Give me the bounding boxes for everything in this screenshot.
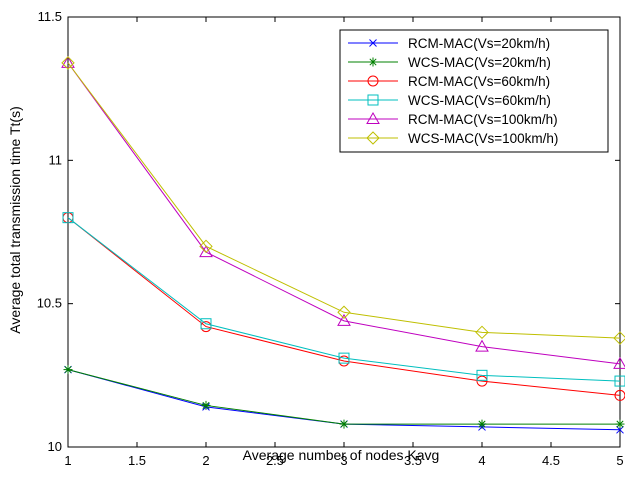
legend: RCM-MAC(Vs=20km/h) WCS-MAC(Vs=20km/h) RCM-… — [339, 29, 609, 153]
legend-label-5: WCS-MAC(Vs=100km/h) — [408, 131, 558, 146]
x-axis-title: Average number of nodes Kavg — [243, 447, 440, 463]
x-tick-label-0: 1 — [64, 453, 71, 468]
series-1-point-1-d2 — [202, 401, 210, 409]
series-1-point-3-d2 — [478, 420, 486, 428]
legend-label-4: RCM-MAC(Vs=100km/h) — [408, 112, 558, 127]
series-5-point-2 — [337, 305, 351, 319]
series-1-point-0-d2 — [64, 366, 72, 374]
series-4-point-0 — [61, 55, 75, 68]
series-1-point-4-d2 — [616, 420, 624, 428]
legend-label-2: RCM-MAC(Vs=60km/h) — [408, 74, 550, 89]
legend-label-0: RCM-MAC(Vs=20km/h) — [408, 36, 550, 51]
legend-marker-5 — [366, 131, 380, 145]
x-tick-label-7: 4.5 — [542, 453, 560, 468]
x-tick-label-4: 3 — [340, 453, 347, 468]
legend-marker-1 — [368, 57, 378, 67]
x-tick-label-8: 5 — [616, 453, 623, 468]
x-tick-label-3: 2.5 — [266, 453, 284, 468]
series-3-point-2 — [338, 352, 350, 364]
series-5-point-0 — [61, 56, 75, 70]
legend-marker-1-d2 — [369, 58, 377, 66]
series-4-point-2 — [337, 313, 351, 326]
series-2-point-4 — [614, 389, 625, 401]
plot-area: 1 1.5 2 2.5 3 3.5 4 4.5 51010.51111.5RCM-MAC(Vs=… — [37, 9, 625, 468]
x-tick-label-5: 3.5 — [404, 453, 422, 468]
series-1-point-4 — [615, 419, 625, 429]
series-4-point-4 — [613, 356, 625, 369]
series-line-3 — [67, 217, 621, 382]
legend-marker-0-b — [369, 39, 377, 47]
series-3-point-1 — [200, 318, 212, 330]
y-tick-label-3: 11.5 — [38, 9, 62, 24]
series-4-point-3 — [475, 339, 489, 352]
legend-label-1: WCS-MAC(Vs=20km/h) — [408, 55, 551, 70]
series-0-point-4-b — [616, 425, 624, 434]
legend-label-3: WCS-MAC(Vs=60km/h) — [408, 93, 551, 108]
series-2-point-3 — [476, 375, 488, 387]
y-axis-title: Average total transmission time Tt(s) — [7, 106, 23, 333]
series-1-point-2 — [339, 419, 349, 429]
series-0-point-4 — [616, 425, 624, 434]
x-tick-label-1: 1.5 — [128, 453, 146, 468]
series-3 — [62, 212, 625, 387]
series-line-4 — [67, 62, 621, 365]
series-5-point-4 — [613, 331, 625, 345]
series-1 — [63, 365, 625, 429]
legend-marker-4 — [366, 111, 380, 124]
x-tick-label-2: 2 — [202, 453, 209, 468]
legend-marker-2 — [367, 75, 379, 87]
y-tick-label-1: 10.5 — [37, 296, 62, 311]
series-4-point-1 — [199, 245, 213, 258]
y-tick-label-0: 10 — [48, 439, 62, 454]
series-5 — [61, 56, 625, 345]
legend-marker-0 — [369, 39, 377, 47]
series-3-point-0 — [62, 212, 74, 224]
series-1-point-0 — [63, 365, 73, 375]
series-4 — [61, 55, 625, 369]
series-1-point-3 — [477, 419, 487, 429]
x-tick-label-6: 4 — [478, 453, 485, 468]
series-line-5 — [67, 62, 621, 339]
series-5-point-1 — [199, 239, 213, 254]
y-tick-label-2: 11 — [49, 152, 63, 167]
legend-marker-3 — [367, 94, 379, 106]
series-1-point-2-d2 — [340, 420, 348, 428]
series-1-point-1 — [201, 400, 211, 410]
series-3-point-4 — [614, 375, 625, 387]
series-3-point-3 — [476, 369, 488, 381]
series-line-2 — [67, 217, 621, 396]
legend-box — [339, 29, 609, 153]
series-5-point-3 — [475, 325, 489, 340]
